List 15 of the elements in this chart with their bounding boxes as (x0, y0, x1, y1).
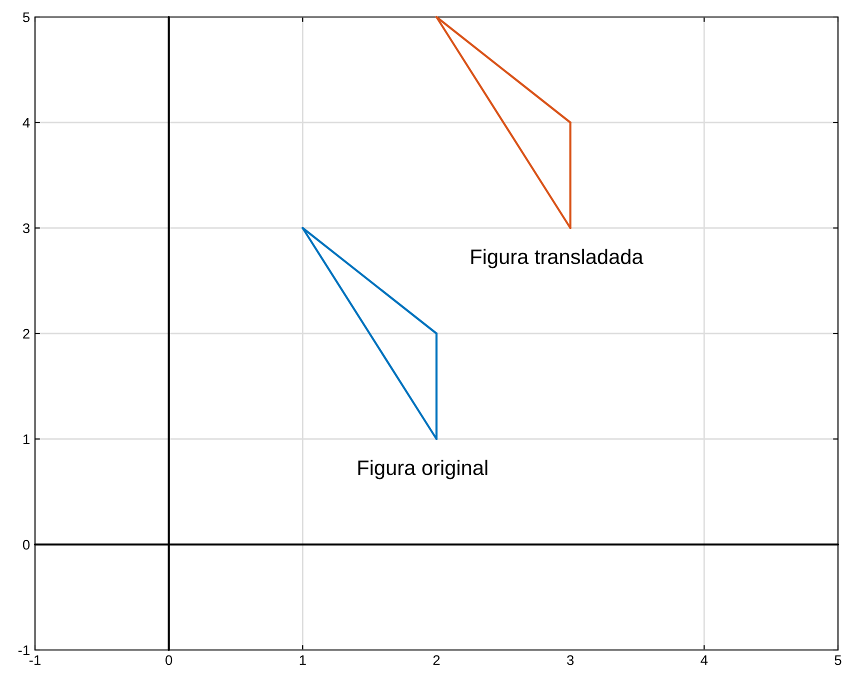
y-tick-label: 1 (23, 434, 30, 444)
x-tick-label: 4 (700, 655, 708, 665)
y-tick-label: 4 (22, 118, 30, 128)
y-tick-label: 0 (22, 540, 30, 550)
series-label: Figura original (358, 460, 488, 480)
y-tick-label: -1 (18, 645, 30, 656)
x-tick-label: 3 (567, 655, 574, 666)
x-tick-label: 1 (300, 655, 306, 665)
x-tick-label: 2 (433, 655, 440, 665)
y-tick-label: 5 (22, 12, 30, 22)
x-tick-label: 0 (166, 655, 172, 666)
y-tick-label: 3 (22, 223, 30, 234)
x-tick-label: 5 (834, 655, 842, 666)
y-tick-label: 2 (23, 328, 30, 339)
series-label: Figura transladada (471, 248, 644, 268)
